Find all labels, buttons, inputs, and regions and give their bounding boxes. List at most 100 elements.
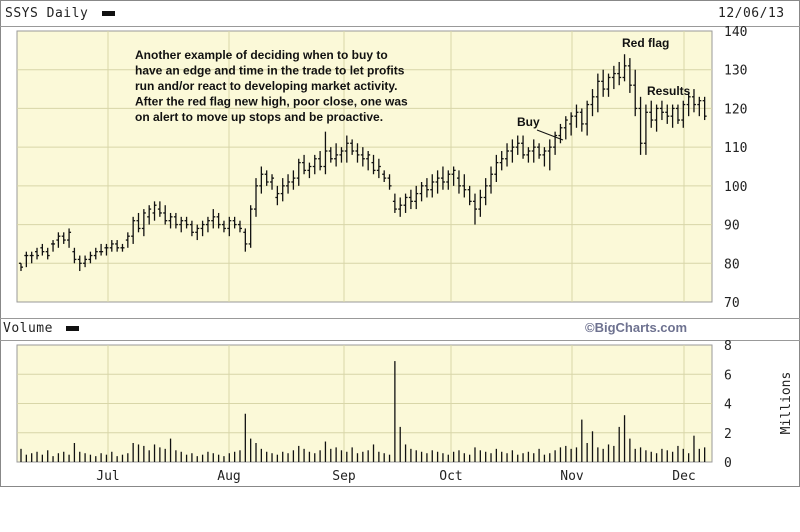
- ohlc-bar: [216, 212, 221, 229]
- ohlc-bar: [195, 224, 200, 241]
- volume-tick-label: 2: [724, 427, 732, 442]
- ohlc-bar: [104, 243, 109, 256]
- ohlc-bar: [147, 205, 152, 225]
- ohlc-bar: [312, 154, 317, 175]
- ohlc-bar: [232, 216, 237, 229]
- annotation-note-line: on alert to move up stops and be proacti…: [135, 110, 383, 124]
- ohlc-bar: [376, 158, 381, 179]
- month-label: Aug: [217, 469, 240, 484]
- ohlc-bar: [499, 151, 504, 171]
- ohlc-bar: [109, 240, 114, 252]
- ohlc-bar: [243, 228, 248, 252]
- ohlc-bar: [45, 247, 50, 260]
- ohlc-bar: [585, 100, 590, 136]
- ohlc-bar: [526, 147, 531, 163]
- ohlc-bar: [483, 178, 488, 206]
- ohlc-bar: [280, 178, 285, 202]
- volume-panel-title: Volume: [3, 321, 80, 336]
- ohlc-bar: [227, 216, 232, 237]
- volume-tick-label: 8: [724, 339, 732, 354]
- ohlc-bar: [382, 170, 387, 182]
- ohlc-bar: [579, 108, 584, 132]
- annotation-note-line: After the red flag new high, poor close,…: [135, 95, 408, 109]
- ohlc-bar: [622, 54, 627, 82]
- month-label: Dec: [672, 469, 695, 484]
- ohlc-bar: [472, 193, 477, 225]
- ohlc-bar: [414, 185, 419, 210]
- month-label: Nov: [560, 469, 584, 484]
- ohlc-bar: [248, 205, 253, 248]
- ohlc-bar: [456, 170, 461, 194]
- bigcharts-watermark: ©BigCharts.com: [585, 320, 688, 335]
- ohlc-bar: [237, 220, 242, 233]
- ohlc-bar: [574, 104, 579, 128]
- ohlc-bar: [408, 189, 413, 210]
- ohlc-bar: [67, 228, 72, 248]
- ohlc-bar: [152, 201, 157, 221]
- month-label: Sep: [332, 469, 356, 484]
- ohlc-bar: [531, 139, 536, 163]
- ohlc-bar: [275, 185, 280, 206]
- ohlc-bar: [270, 174, 275, 190]
- ohlc-bar: [467, 185, 472, 206]
- price-tick-label: 80: [724, 257, 740, 272]
- volume-axis-label: Millions: [779, 372, 794, 435]
- ohlc-bar: [318, 151, 323, 171]
- ohlc-bar: [157, 201, 162, 217]
- ohlc-bar: [286, 174, 291, 194]
- ohlc-bar: [291, 170, 296, 190]
- ohlc-bar: [131, 216, 136, 244]
- ohlc-bar: [435, 170, 440, 194]
- ohlc-bar: [323, 131, 328, 175]
- ohlc-bar: [515, 135, 520, 155]
- annotation-results: Results: [647, 84, 691, 98]
- volume-title-text: Volume: [3, 321, 53, 336]
- volume-tick-label: 6: [724, 368, 732, 383]
- ohlc-bar: [56, 232, 61, 248]
- annotation-note-line: Another example of deciding when to buy …: [135, 48, 388, 62]
- legend-swatch-icon: [101, 11, 115, 16]
- ohlc-bar: [302, 154, 307, 175]
- ohlc-bar: [601, 69, 606, 97]
- ohlc-bar: [339, 147, 344, 163]
- ohlc-bar: [136, 212, 141, 233]
- ohlc-bar: [430, 174, 435, 198]
- ohlc-bar: [83, 255, 88, 268]
- ohlc-bar: [19, 262, 23, 272]
- ohlc-bar: [77, 255, 82, 272]
- ohlc-bar: [254, 178, 259, 217]
- ohlc-bar: [61, 232, 66, 244]
- annotation-buy-pointer: [536, 129, 564, 141]
- annotation-note-line: run and/or react to developing market ac…: [135, 79, 398, 93]
- ohlc-bar: [633, 69, 638, 117]
- ohlc-bar: [478, 189, 483, 217]
- ohlc-bar: [649, 100, 654, 128]
- ohlc-bar: [163, 205, 168, 225]
- ohlc-bar: [505, 143, 510, 167]
- ohlc-bar: [558, 123, 563, 144]
- annotation-note-line: have an edge and time in the trade to le…: [135, 64, 405, 78]
- ohlc-bar: [296, 158, 301, 186]
- ohlc-bar: [617, 61, 622, 86]
- ohlc-bar: [211, 209, 216, 229]
- ohlc-bar: [334, 143, 339, 167]
- ohlc-bar: [120, 243, 125, 252]
- ohlc-bar: [595, 73, 600, 113]
- ohlc-bar: [510, 139, 515, 163]
- ohlc-bar: [494, 154, 499, 182]
- ohlc-bar: [563, 116, 568, 140]
- price-tick-label: 90: [724, 219, 740, 234]
- ohlc-bar: [654, 104, 659, 132]
- ohlc-bar: [659, 100, 664, 121]
- volume-legend-swatch-icon: [66, 326, 80, 331]
- ohlc-bar: [189, 220, 194, 237]
- month-label: Oct: [439, 469, 462, 484]
- ohlc-bar: [72, 247, 77, 264]
- ohlc-bar: [542, 147, 547, 167]
- annotation-buy: Buy: [517, 115, 540, 129]
- volume-tick-label: 4: [724, 398, 732, 413]
- volume-tick-label: 0: [724, 456, 732, 471]
- ohlc-bar: [344, 135, 349, 163]
- annotation-red-flag: Red flag: [622, 36, 669, 50]
